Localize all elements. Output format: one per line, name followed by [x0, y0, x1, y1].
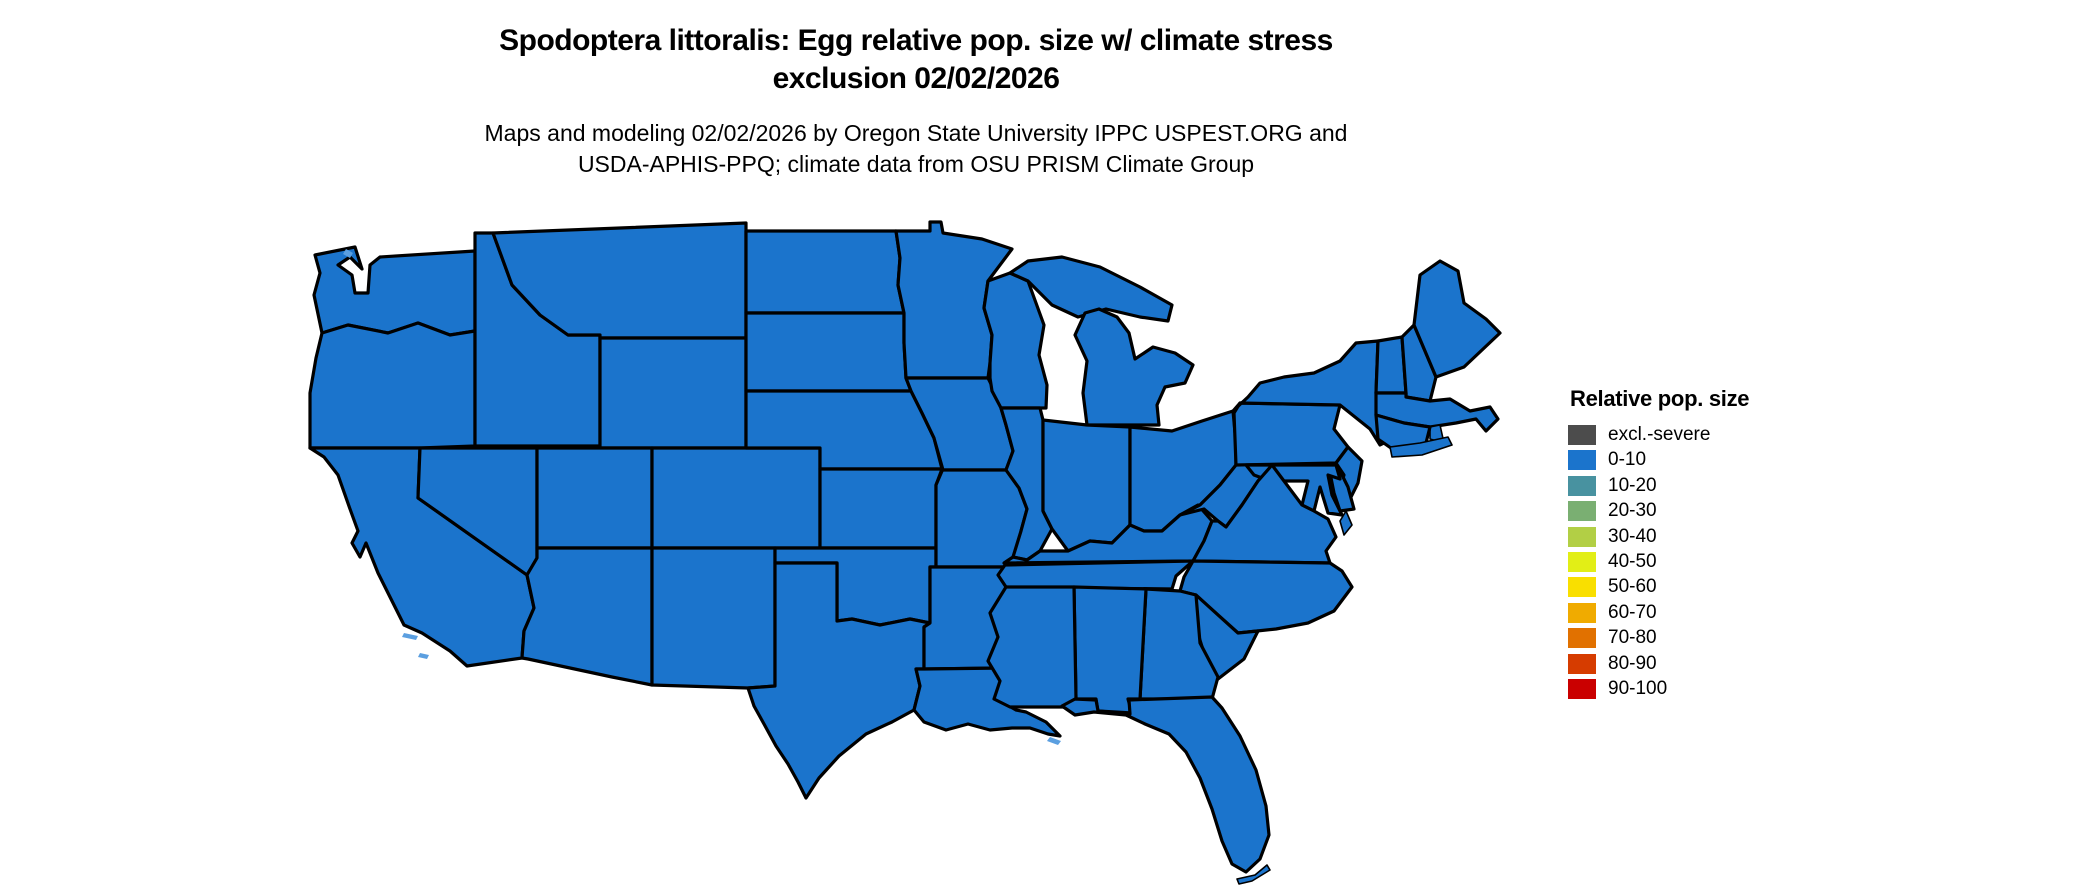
state-wa	[312, 245, 477, 337]
state-ms	[986, 585, 1078, 709]
legend-item: 20-30	[1568, 500, 1828, 522]
state-va	[1191, 463, 1338, 565]
legend-swatch	[1568, 653, 1596, 674]
state-me	[1412, 259, 1502, 379]
legend-item: 30-40	[1568, 525, 1828, 547]
state-fl	[1060, 695, 1271, 874]
state-nm	[650, 546, 777, 690]
legend-item-label: 30-40	[1608, 525, 1657, 547]
legend-swatch	[1568, 628, 1596, 649]
legend-item-label: excl.-severe	[1608, 424, 1711, 445]
legend-item-label: 50-60	[1608, 576, 1657, 598]
figure-subtitle: Maps and modeling 02/02/2026 by Oregon S…	[0, 118, 1832, 180]
legend-swatch	[1568, 678, 1596, 699]
state-tn	[996, 559, 1195, 591]
state-al	[1072, 585, 1148, 715]
state-mi	[1073, 307, 1195, 427]
legend-item-label: 40-50	[1608, 550, 1657, 572]
legend-item: 80-90	[1568, 652, 1828, 674]
legend-item: 0-10	[1568, 449, 1828, 471]
state-ut	[535, 446, 654, 550]
state-co	[650, 446, 822, 550]
legend-swatch	[1568, 450, 1596, 471]
mississippi-delta-water	[1047, 737, 1061, 745]
legend-item: 70-80	[1568, 627, 1828, 649]
state-pa	[1232, 401, 1350, 467]
legend-swatch	[1568, 526, 1596, 547]
long-island	[1389, 436, 1453, 458]
legend-item-label: 60-70	[1608, 601, 1657, 623]
legend-item-label: 20-30	[1608, 500, 1657, 522]
legend-swatch	[1568, 602, 1596, 623]
legend-item-label: 0-10	[1608, 449, 1647, 471]
coastal-water-details	[343, 249, 1061, 745]
state-mi-upper-peninsula	[1008, 255, 1174, 323]
us-map-svg	[308, 220, 1502, 885]
us-states	[308, 220, 1502, 885]
title-line-1: Spodoptera littoralis: Egg relative pop.…	[499, 24, 1333, 57]
legend-swatch	[1568, 475, 1596, 496]
legend-item: 50-60	[1568, 576, 1828, 598]
legend-swatch	[1568, 577, 1596, 598]
state-tx	[746, 561, 932, 800]
legend-swatch	[1568, 501, 1596, 522]
legend-item: 10-20	[1568, 474, 1828, 496]
florida-keys	[1236, 864, 1271, 885]
channel-islands-south	[418, 653, 429, 659]
state-az	[520, 546, 654, 687]
channel-islands	[402, 633, 418, 640]
state-sd	[744, 311, 913, 393]
state-wi	[982, 271, 1049, 410]
legend-item-label: 80-90	[1608, 652, 1657, 674]
puget-sound-water	[343, 249, 353, 258]
legend-item-label: 10-20	[1608, 474, 1657, 496]
subtitle-line-1: Maps and modeling 02/02/2026 by Oregon S…	[484, 120, 1348, 146]
state-in	[1041, 418, 1132, 553]
subtitle-line-2: USDA-APHIS-PPQ; climate data from OSU PR…	[577, 151, 1255, 177]
legend-item: 60-70	[1568, 601, 1828, 623]
legend-items: excl.-severe 0-10 10-20 20-30 30-40 40-5…	[1568, 424, 1828, 699]
legend-item: 90-100	[1568, 677, 1828, 699]
state-va-eastern-shore	[1339, 510, 1353, 536]
us-choropleth-map	[300, 213, 1560, 890]
legend-item-label: 70-80	[1608, 627, 1657, 649]
state-ks	[818, 467, 944, 550]
legend-title: Relative pop. size	[1570, 386, 1750, 411]
legend-item: 40-50	[1568, 550, 1828, 572]
legend-swatch	[1568, 551, 1596, 572]
legend-swatch	[1568, 425, 1596, 445]
legend-item-label: 90-100	[1608, 677, 1668, 699]
state-nd	[744, 229, 906, 315]
state-wy	[598, 336, 748, 450]
figure-title: Spodoptera littoralis: Egg relative pop.…	[0, 22, 1832, 98]
state-or	[308, 321, 477, 450]
title-line-2: exclusion 02/02/2026	[772, 62, 1060, 95]
legend: Relative pop. size excl.-severe 0-10 10-…	[1568, 386, 1828, 704]
legend-item: excl.-severe	[1568, 424, 1828, 445]
